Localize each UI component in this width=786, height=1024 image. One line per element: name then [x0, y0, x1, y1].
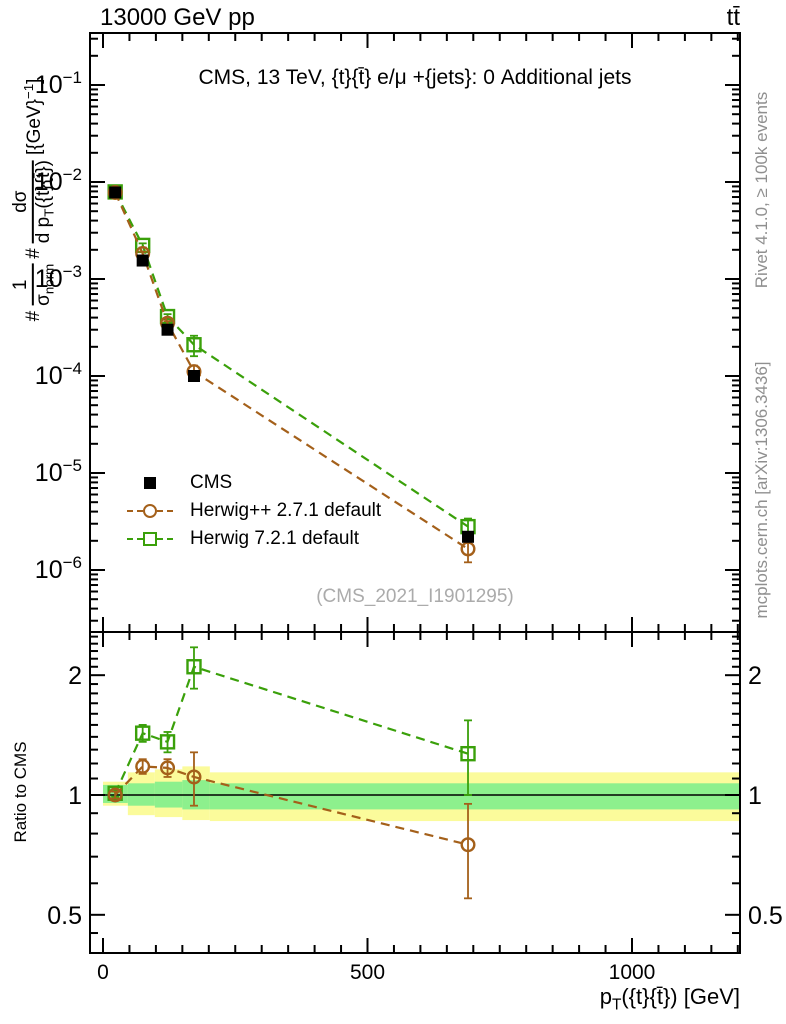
svg-text:500: 500 — [350, 961, 385, 984]
hash-symbol: # — [23, 248, 44, 259]
ratio-uncertainty-bands — [103, 766, 739, 822]
svg-text:2: 2 — [748, 662, 762, 690]
main-y-axis-title: # 1 σnorm # dσ d pT({t}{t̄}) [{GeV}−1] — [9, 78, 57, 322]
axis-ticks — [90, 33, 740, 953]
plot-title: CMS, 13 TeV, {t}{t̄} e/μ +{jets}: 0 Addi… — [198, 66, 632, 89]
cms-filled-square-marker — [144, 477, 156, 489]
analysis-id-watermark: (CMS_2021_I1901295) — [316, 586, 514, 607]
svg-text:1: 1 — [748, 782, 762, 810]
y-axis-units: [{GeV}−1] — [21, 78, 46, 156]
ratio-y-axis-title: Ratio to CMS — [11, 741, 30, 843]
herwig7-square-marker — [143, 532, 157, 546]
svg-text:10−3: 10−3 — [35, 262, 82, 293]
legend: CMS Herwig++ 2.7.1 default Herwig 7.2.1 … — [126, 469, 381, 553]
herwigpp-circle-marker — [143, 504, 157, 518]
svg-text:1000: 1000 — [609, 961, 656, 984]
svg-text:10−4: 10−4 — [35, 359, 82, 390]
ratio-panel-frame — [89, 631, 741, 954]
svg-text:10−2: 10−2 — [35, 165, 82, 196]
beam-energy-label: 13000 GeV pp — [100, 4, 255, 31]
svg-text:10−1: 10−1 — [35, 68, 82, 99]
norm-fraction: 1 σnorm — [9, 263, 57, 306]
svg-text:10−5: 10−5 — [35, 456, 82, 487]
legend-item-cms: CMS — [126, 469, 381, 497]
svg-text:2: 2 — [68, 662, 82, 690]
ratio-panel-series — [107, 646, 476, 900]
svg-text:10−6: 10−6 — [35, 553, 82, 584]
svg-text:0.5: 0.5 — [47, 902, 82, 930]
hash-symbol: # — [23, 310, 44, 322]
svg-text:1: 1 — [68, 782, 82, 810]
x-axis-title: pT({t}{t̄}) [GeV] — [599, 984, 740, 1014]
tick-labels: 10−1 10−2 10−3 10−4 10−5 10−6 0.5 0.5 1 1 2 2 0 500 10… — [35, 68, 783, 984]
legend-item-herwig7: Herwig 7.2.1 default — [126, 525, 381, 553]
svg-text:0.5: 0.5 — [748, 902, 783, 930]
svg-text:0: 0 — [97, 961, 109, 984]
rivet-version-label: Rivet 4.1.0, ≥ 100k events — [752, 91, 771, 289]
main-panel-series — [107, 184, 476, 564]
mcplots-credit-label: mcplots.cern.ch [arXiv:1306.3436] — [752, 361, 771, 619]
process-label: tt̄ — [726, 4, 740, 31]
dsigma-fraction: dσ d pT({t}{t̄}) — [9, 160, 57, 244]
legend-item-herwigpp: Herwig++ 2.7.1 default — [126, 497, 381, 525]
